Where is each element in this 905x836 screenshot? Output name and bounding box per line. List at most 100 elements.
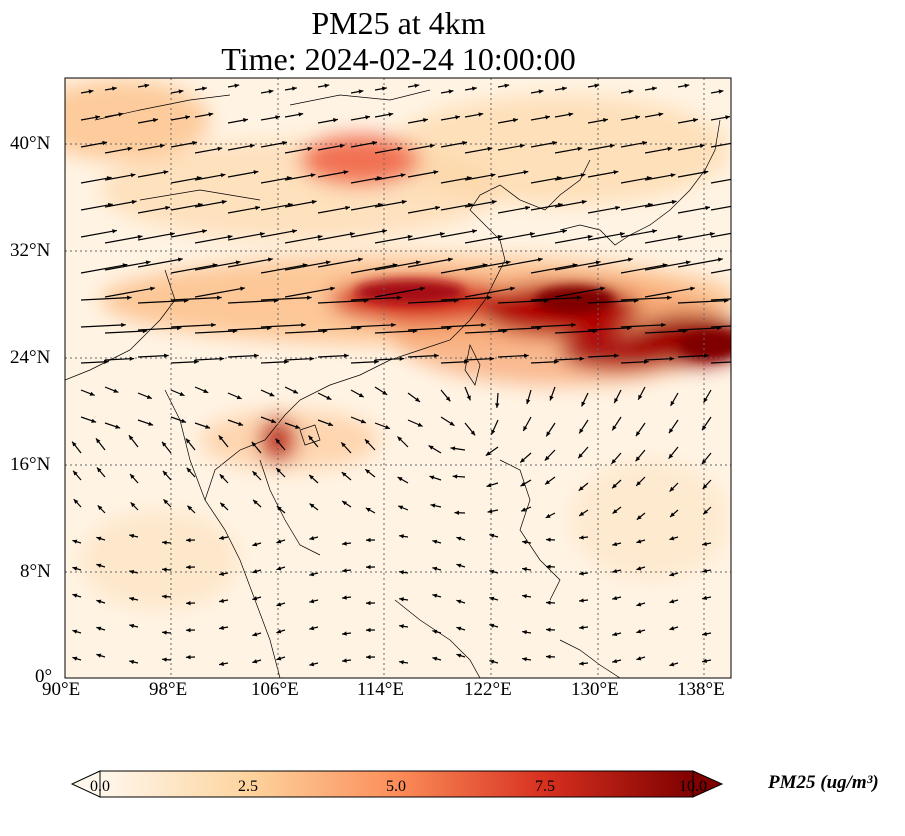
wind-arrow-head [524, 353, 529, 358]
wind-arrow-head [581, 401, 586, 407]
wind-arrow-head [326, 395, 332, 400]
wind-arrow-head [669, 536, 675, 541]
wind-arrow-shaft [350, 176, 382, 184]
wind-arrow-head [104, 359, 109, 365]
wind-arrow-head [153, 118, 158, 123]
wind-arrow-head [702, 484, 708, 489]
wind-arrow-shaft [350, 263, 398, 274]
wind-arrow-shaft [677, 170, 709, 178]
wind-arrow-shaft [554, 173, 586, 181]
wind-arrow-head [309, 662, 315, 667]
wind-arrow-shaft [620, 203, 653, 211]
wind-arrow-shaft [137, 258, 183, 268]
wind-arrow-shaft [644, 261, 691, 271]
wind-arrow-head [130, 502, 136, 508]
colorbar-gradient [100, 771, 693, 797]
wind-arrow-head [580, 173, 586, 178]
wind-arrow-head [487, 295, 492, 300]
wind-arrow-head [612, 631, 618, 637]
wind-arrow-head [670, 512, 675, 518]
wind-arrow-head [456, 536, 462, 541]
wind-arrow-shaft [407, 299, 459, 304]
wind-arrow-head [129, 569, 135, 575]
wind-arrow-shaft [227, 299, 279, 304]
lat-tick-label: 16°N [10, 454, 51, 475]
wind-arrow-head [505, 260, 511, 265]
wind-arrow-head [579, 428, 584, 434]
wind-arrow-head [709, 231, 715, 237]
wind-arrow-shaft [587, 232, 625, 241]
wind-arrow-head [544, 455, 550, 461]
wind-arrow-head [549, 395, 554, 401]
wind-arrow-head [489, 623, 495, 628]
wind-arrow-head [546, 600, 551, 605]
wind-arrow-head [702, 541, 708, 547]
wind-arrow-head [162, 657, 167, 662]
wind-arrow-head [330, 286, 335, 291]
wind-arrow-head [401, 199, 407, 205]
wind-arrow-shaft [644, 357, 675, 361]
wind-arrow-shaft [170, 361, 199, 364]
wind-arrow-head [307, 146, 313, 151]
wind-arrow-head [546, 564, 551, 569]
wind-arrow-head [522, 630, 527, 635]
wind-arrow-head [439, 231, 445, 237]
wind-arrow-shaft [620, 229, 658, 238]
wind-arrow-head [489, 596, 495, 601]
wind-arrow-head [612, 595, 618, 601]
wind-arrow-head [667, 295, 672, 300]
wind-arrow-shaft [440, 229, 478, 238]
wind-arrow-head [219, 661, 224, 666]
wind-arrow-head [194, 359, 199, 365]
wind-arrow-head [121, 322, 126, 328]
wind-arrow-head [449, 421, 455, 426]
wind-arrow-head [301, 322, 306, 328]
wind-arrow-head [677, 234, 683, 240]
wind-arrow-shaft [677, 144, 705, 151]
wind-arrow-shaft [464, 173, 496, 181]
wind-arrow-head [399, 597, 404, 602]
wind-arrow-shaft [440, 203, 473, 211]
wind-arrow-head [307, 295, 312, 300]
wind-arrow-shaft [530, 296, 582, 301]
wind-arrow-head [579, 598, 584, 603]
wind-arrow-head [669, 356, 675, 361]
wind-arrow-head [490, 173, 496, 178]
wind-arrow-head [298, 112, 304, 117]
wind-arrow-head [259, 231, 265, 237]
wind-arrow-head [159, 143, 165, 149]
wind-arrow-head [345, 205, 351, 211]
wind-arrow-head [309, 503, 315, 509]
wind-arrow-head [495, 403, 500, 408]
wind-arrow-head [227, 234, 233, 240]
wind-arrow-head [504, 83, 510, 88]
wind-arrow-head [165, 205, 171, 211]
wind-arrow-head [72, 656, 78, 661]
wind-arrow-head [456, 563, 462, 568]
wind-arrow-head [399, 660, 404, 665]
wind-arrow-head [702, 658, 708, 664]
wind-arrow-head [219, 571, 224, 576]
wind-arrow-head [399, 624, 404, 629]
wind-arrow-head [627, 257, 633, 262]
wind-arrow-shaft [407, 327, 452, 331]
map-frame [64, 77, 732, 679]
wind-arrow-head [96, 467, 102, 473]
wind-arrow-head [146, 394, 152, 399]
wind-arrow-shaft [194, 173, 226, 181]
wind-arrow-head [219, 535, 224, 540]
wind-arrow-head [399, 534, 404, 539]
wind-arrow-head [644, 359, 649, 365]
wind-arrow-head [546, 627, 551, 632]
wind-arrow-head [429, 143, 435, 149]
wind-arrow-head [481, 322, 486, 328]
wind-arrow-head [448, 89, 454, 94]
wind-arrow-shaft [530, 361, 559, 364]
wind-arrow-head [366, 537, 371, 543]
wind-arrow-shaft [710, 268, 731, 274]
wind-arrow-shaft [260, 229, 298, 238]
wind-arrow-head [635, 431, 641, 437]
wind-arrow-head [652, 229, 657, 234]
wind-arrow-head [423, 118, 428, 123]
colorbar-tick-label: 0.0 [90, 778, 110, 795]
